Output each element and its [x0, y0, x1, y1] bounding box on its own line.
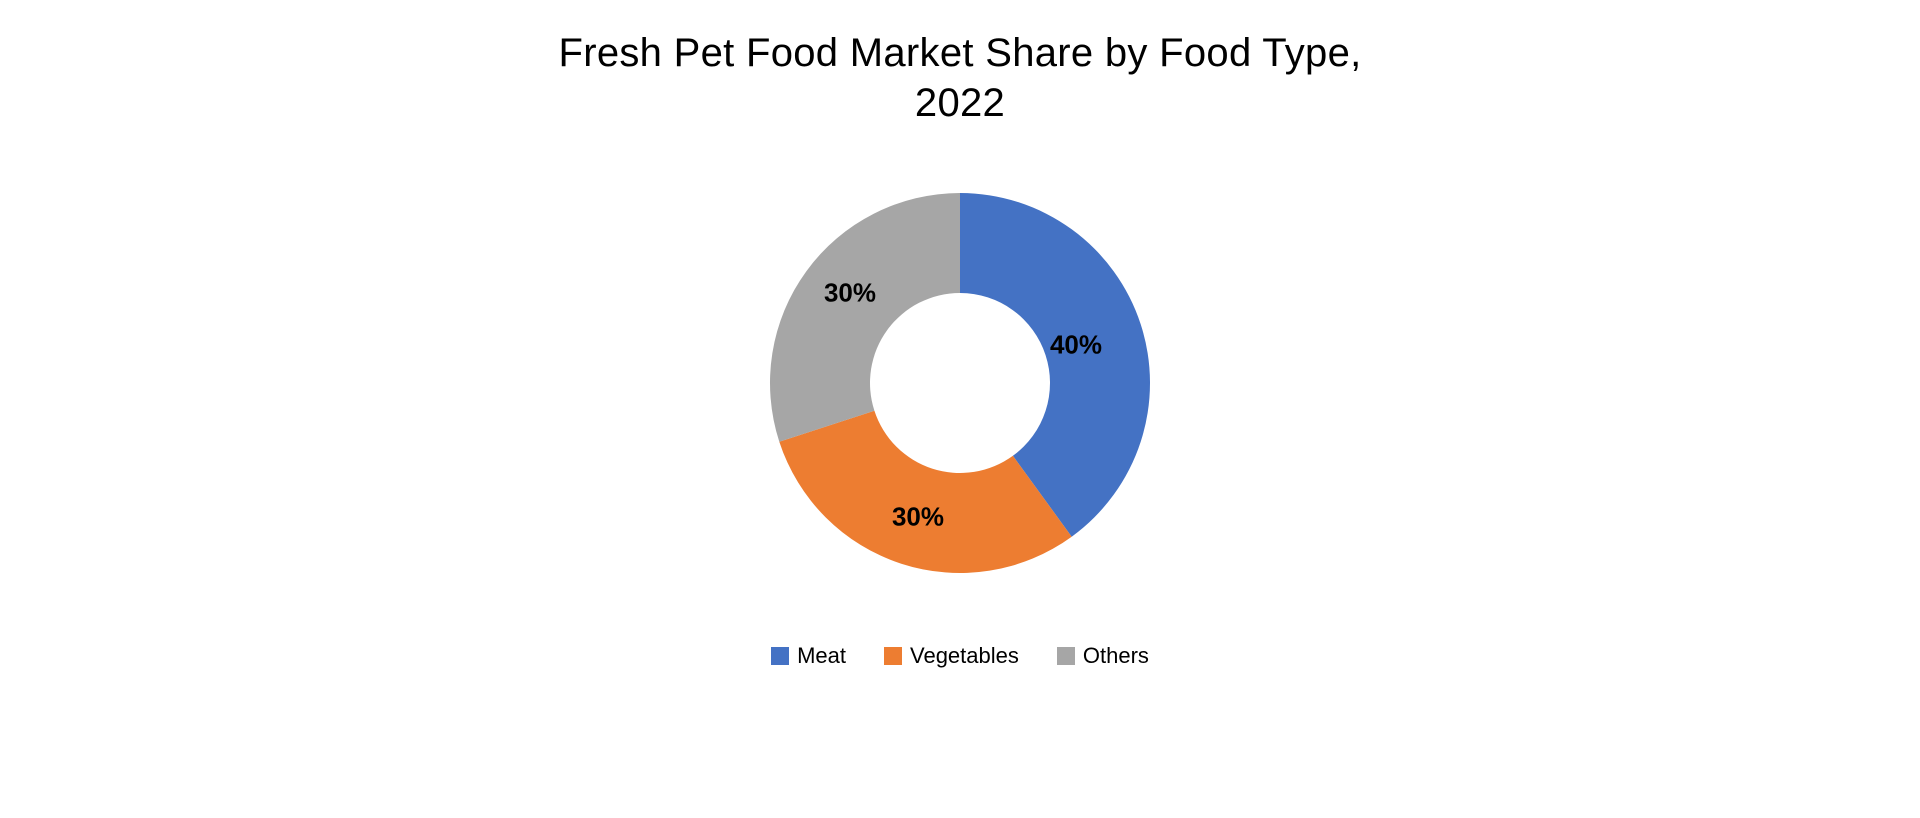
slice-vegetables: [779, 411, 1071, 573]
legend: Meat Vegetables Others: [771, 643, 1149, 669]
chart-title: Fresh Pet Food Market Share by Food Type…: [558, 28, 1361, 128]
legend-swatch-others: [1057, 647, 1075, 665]
donut-chart: 40% 30% 30%: [740, 163, 1180, 603]
title-line-2: 2022: [915, 81, 1005, 125]
legend-swatch-meat: [771, 647, 789, 665]
legend-swatch-vegetables: [884, 647, 902, 665]
slice-label-others: 30%: [824, 278, 876, 309]
legend-item-vegetables: Vegetables: [884, 643, 1019, 669]
legend-label-others: Others: [1083, 643, 1149, 669]
slice-label-vegetables: 30%: [892, 502, 944, 533]
slice-others: [770, 193, 960, 442]
legend-label-meat: Meat: [797, 643, 846, 669]
donut-svg: [740, 163, 1180, 603]
legend-item-others: Others: [1057, 643, 1149, 669]
slice-label-meat: 40%: [1050, 330, 1102, 361]
legend-item-meat: Meat: [771, 643, 846, 669]
title-line-1: Fresh Pet Food Market Share by Food Type…: [558, 31, 1361, 75]
legend-label-vegetables: Vegetables: [910, 643, 1019, 669]
chart-container: Fresh Pet Food Market Share by Food Type…: [0, 0, 1920, 818]
